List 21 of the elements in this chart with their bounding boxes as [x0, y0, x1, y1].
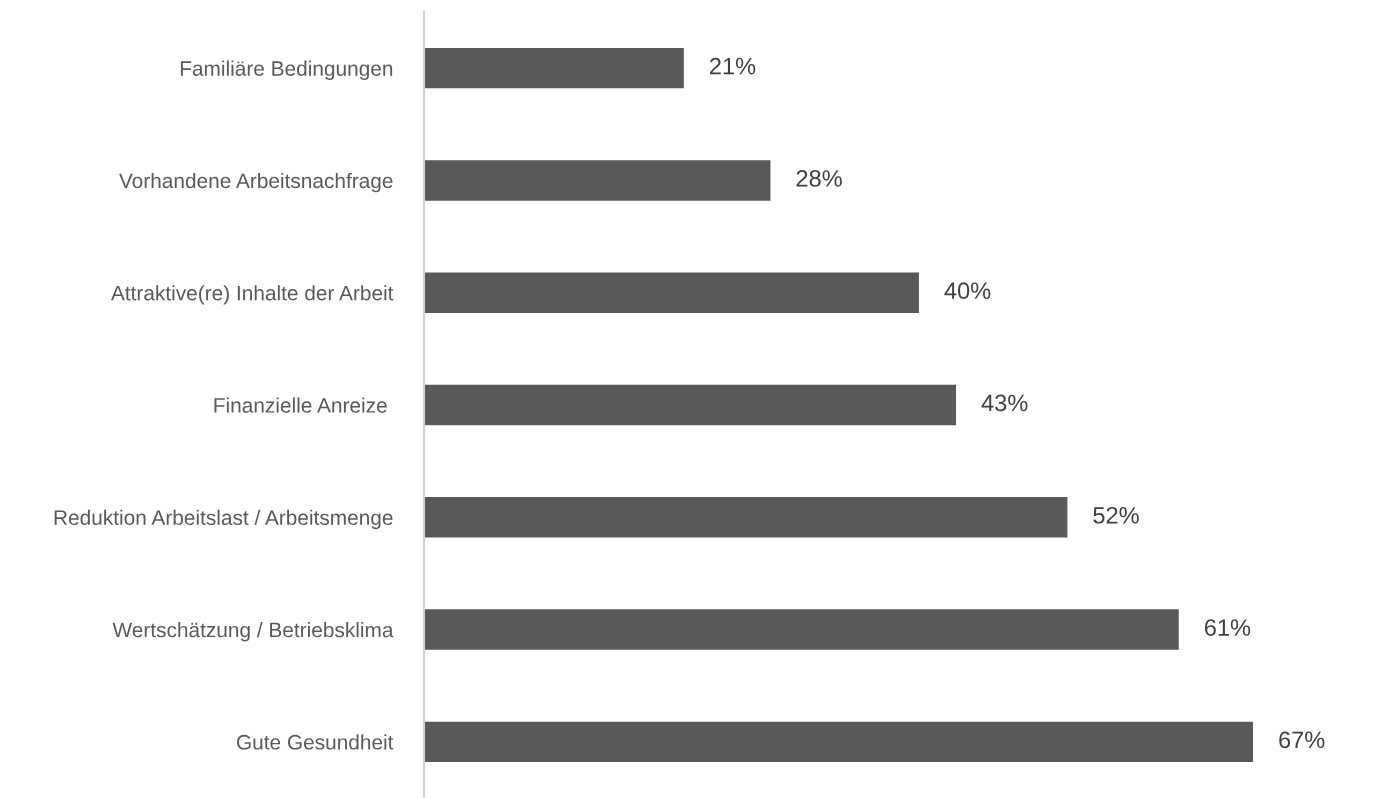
data-label: 40%: [944, 282, 991, 300]
data-label: 28%: [796, 170, 842, 187]
y-tick-label: Wertschätzung / Betriebsklima: [112, 622, 394, 642]
y-tick-label: Finanzielle Anreize: [214, 397, 387, 413]
y-tick-label: Gute Gesundheit: [236, 734, 394, 750]
bar: [424, 721, 1253, 763]
bar: [424, 160, 771, 201]
y-tick-label: Vorhandene Arbeitsnachfrage: [119, 172, 393, 193]
bar: [424, 497, 1068, 538]
data-label: 21%: [710, 57, 756, 75]
y-tick-label: Attraktive(re) Inhalte der Arbeit: [110, 285, 394, 305]
bar: [424, 47, 684, 89]
data-label: 67%: [1279, 731, 1325, 749]
bar: [424, 272, 919, 313]
data-label: 61%: [1204, 619, 1251, 636]
data-label: 52%: [1093, 506, 1139, 524]
data-label: 43%: [981, 394, 1028, 412]
bar: [424, 609, 1179, 650]
y-tick-label: Reduktion Arbeitslast / Arbeitsmenge: [54, 509, 393, 530]
bar: [424, 384, 957, 426]
y-tick-label: Familiäre Bedingungen: [180, 60, 393, 81]
